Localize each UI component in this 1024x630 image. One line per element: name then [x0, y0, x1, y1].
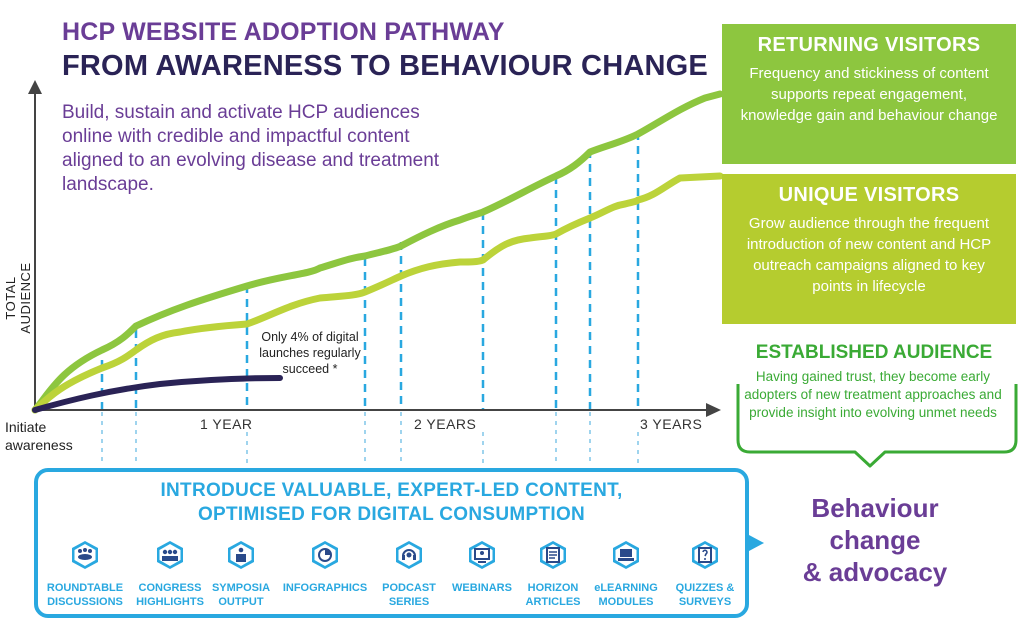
x-tick-3-years: 3 YEARS	[640, 416, 703, 432]
x-axis-arrow	[706, 403, 721, 417]
content-item-congress: CONGRESS HIGHLIGHTS	[125, 540, 215, 609]
roundtable-icon	[72, 541, 98, 569]
title-line2: FROM AWARENESS TO BEHAVIOUR CHANGE	[62, 50, 708, 82]
content-item-label: PODCAST	[382, 582, 436, 594]
content-item-infographics: INFOGRAPHICS	[280, 540, 370, 595]
returning-visitors-box: RETURNING VISITORS Frequency and stickin…	[722, 24, 1016, 164]
established-audience-title: ESTABLISHED AUDIENCE	[755, 342, 993, 363]
content-title-line2: OPTIMISED FOR DIGITAL CONSUMPTION	[197, 504, 586, 525]
content-item-label: eLEARNING	[594, 582, 658, 594]
established-audience-text: Having gained trust, they become early a…	[744, 369, 1002, 420]
headset-icon	[396, 541, 422, 569]
behaviour-line3: & advocacy	[802, 557, 948, 587]
content-item-label: SURVEYS	[678, 596, 732, 608]
origin-label: Initiate awareness	[5, 419, 73, 453]
podium-icon	[228, 541, 254, 569]
subtitle: Build, sustain and activate HCP audience…	[62, 102, 440, 195]
content-arrow	[749, 535, 764, 551]
returning-visitors-title: RETURNING VISITORS	[757, 34, 981, 56]
content-item-label: DISCUSSIONS	[47, 596, 123, 608]
laptop-icon	[613, 541, 639, 569]
webinar-icon	[469, 541, 495, 569]
launch-success-note: Only 4% of digital launches regularly su…	[259, 330, 361, 376]
quiz-icon	[692, 541, 718, 569]
x-tick-2-years: 2 YEARS	[414, 416, 477, 432]
content-item-horizon: HORIZON ARTICLES	[508, 540, 598, 609]
congress-icon	[157, 541, 183, 569]
y-axis-label: TOTAL AUDIENCE	[3, 262, 33, 334]
content-item-label: OUTPUT	[218, 596, 264, 608]
content-item-label: CONGRESS	[138, 582, 202, 594]
unique-visitors-title: UNIQUE VISITORS	[778, 184, 960, 206]
returning-visitors-text: Frequency and stickiness of content supp…	[740, 65, 998, 124]
content-item-quizzes: QUIZZES & SURVEYS	[660, 540, 750, 609]
infographic-icon	[312, 541, 338, 569]
returning-visitors-curve	[31, 90, 724, 414]
content-item-label: HIGHLIGHTS	[136, 596, 204, 608]
content-item-label: INFOGRAPHICS	[282, 582, 368, 594]
content-item-label: QUIZZES &	[675, 582, 735, 594]
content-item-label: ROUNDTABLE	[46, 582, 124, 594]
content-item-label: SYMPOSIA	[211, 582, 271, 594]
content-item-webinars: WEBINARS	[437, 540, 527, 595]
typical-launch-curve	[32, 375, 283, 413]
behaviour-change-text: Behaviour change & advocacy	[770, 492, 980, 588]
y-axis-arrow	[28, 80, 42, 94]
axes	[28, 80, 721, 417]
unique-visitors-curve	[31, 172, 724, 414]
x-tick-1-year: 1 YEAR	[200, 416, 253, 432]
content-item-label: SERIES	[388, 596, 430, 608]
content-panel-title: INTRODUCE VALUABLE, EXPERT-LED CONTENT, …	[40, 479, 743, 527]
behaviour-line1: Behaviour	[811, 493, 939, 523]
content-item-label: WEBINARS	[452, 582, 512, 594]
established-callout-border	[736, 384, 1018, 468]
content-item-podcast: PODCAST SERIES	[364, 540, 454, 609]
article-icon	[540, 541, 566, 569]
content-item-label: ARTICLES	[525, 596, 581, 608]
title-line1: HCP WEBSITE ADOPTION PATHWAY	[62, 18, 505, 46]
behaviour-line2: change	[829, 525, 921, 555]
content-item-label: MODULES	[598, 596, 654, 608]
content-item-symposia: SYMPOSIA OUTPUT	[196, 540, 286, 609]
content-panel	[34, 468, 749, 618]
unique-visitors-text: Grow audience through the frequent intro…	[746, 215, 992, 295]
unique-visitors-box: UNIQUE VISITORS Grow audience through th…	[722, 174, 1016, 324]
content-item-elearning: eLEARNING MODULES	[581, 540, 671, 609]
content-item-roundtable: ROUNDTABLE DISCUSSIONS	[40, 540, 130, 609]
content-item-label: HORIZON	[527, 582, 579, 594]
content-title-line1: INTRODUCE VALUABLE, EXPERT-LED CONTENT,	[160, 480, 623, 501]
